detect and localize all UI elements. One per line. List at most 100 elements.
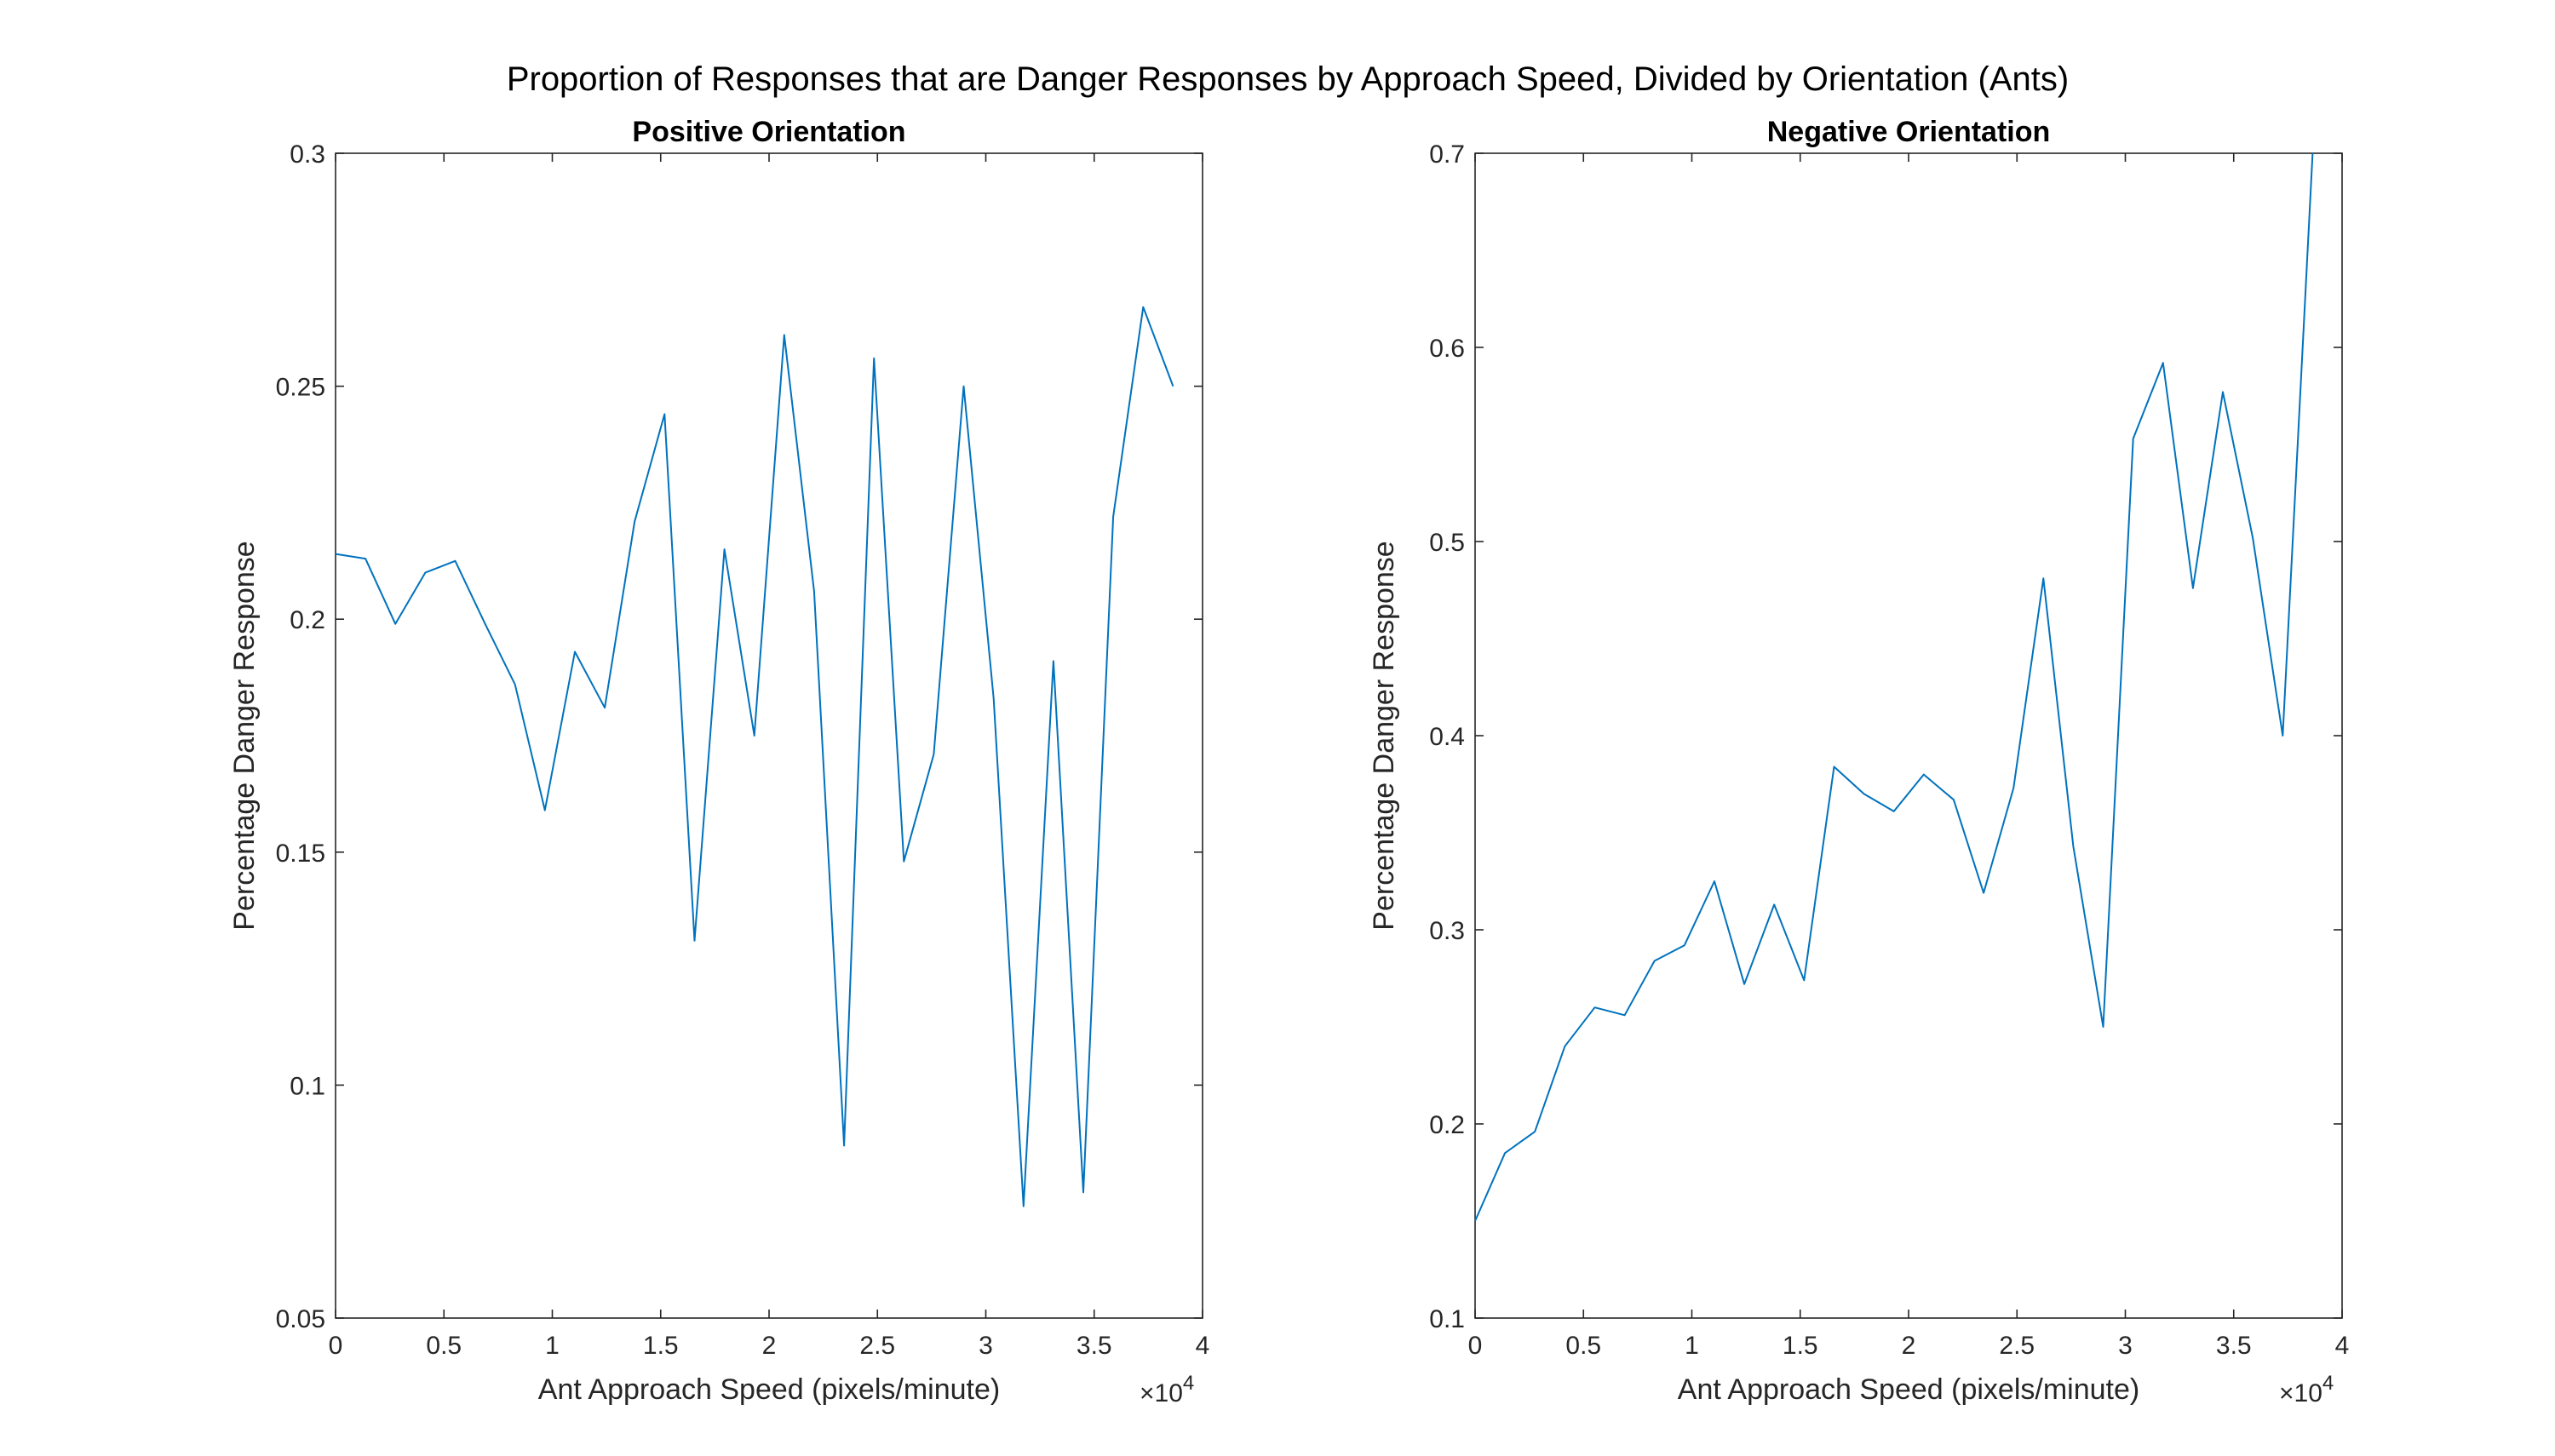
y-tick-label: 0.3 — [290, 140, 325, 169]
x-tick-label: 1.5 — [643, 1332, 679, 1360]
x-tick-label: 3 — [979, 1332, 993, 1360]
data-point — [2281, 734, 2284, 737]
data-point — [2071, 845, 2075, 848]
x-exponent-label: ×104 — [1140, 1372, 1194, 1407]
figure-suptitle: Proportion of Responses that are Danger … — [507, 60, 2069, 98]
x-exponent-power: 4 — [2322, 1372, 2334, 1395]
data-point — [543, 809, 547, 812]
axes-title: Positive Orientation — [632, 116, 905, 148]
x-tick-label: 1.5 — [1783, 1332, 1818, 1360]
left-axes-positive-orientation: 0 0.5 1 1.5 2 2.5 3 3.5 4 0.05 0.1 0.15 0.2 0.25 0.3 ×1… — [228, 116, 1209, 1407]
data-point — [992, 696, 996, 700]
y-tick-label: 0.3 — [1429, 917, 1465, 945]
data-point — [783, 333, 786, 336]
data-point — [1832, 765, 1835, 768]
data-point — [1593, 1006, 1596, 1009]
data-point — [1952, 798, 1955, 801]
x-exponent-base: ×10 — [2279, 1379, 2322, 1407]
x-tick-label: 3 — [2118, 1332, 2133, 1360]
y-tick-label: 0.6 — [1429, 335, 1465, 363]
data-point — [1892, 810, 1896, 813]
x-tick-label: 0 — [329, 1332, 343, 1360]
x-tick-label: 4 — [1196, 1332, 1210, 1360]
data-point — [1802, 978, 1806, 982]
y-tick-label: 0.2 — [1429, 1111, 1465, 1139]
y-tick-label: 0.5 — [1429, 529, 1465, 557]
data-point — [663, 412, 666, 416]
series-line — [335, 306, 1174, 1207]
data-point — [692, 939, 696, 943]
data-point — [723, 547, 726, 551]
axes-title: Negative Orientation — [1767, 116, 2051, 148]
y-tick-label: 0.1 — [1429, 1305, 1465, 1333]
data-point — [2191, 587, 2195, 590]
x-exponent-label: ×104 — [2279, 1372, 2334, 1407]
right-axes-negative-orientation: 0 0.5 1 1.5 2 2.5 3 3.5 4 0.1 0.2 0.3 0.4 0.5 0.6 0.7 ×1… — [1368, 116, 2349, 1407]
data-point — [812, 589, 816, 593]
y-tick-label: 0.05 — [276, 1305, 325, 1333]
x-axis-label: Ant Approach Speed (pixels/minute) — [538, 1373, 1000, 1406]
data-point — [902, 860, 905, 863]
data-point — [1982, 891, 1985, 895]
x-tick-label: 1 — [1685, 1332, 1699, 1360]
data-point — [1503, 1151, 1507, 1155]
data-point — [1082, 1190, 1085, 1194]
x-tick-label: 0 — [1468, 1332, 1483, 1360]
x-tick-label: 0.5 — [426, 1332, 462, 1360]
y-tick-label: 0.7 — [1429, 140, 1465, 169]
data-point — [573, 651, 577, 654]
plot-area-box — [335, 152, 1203, 1319]
data-point — [2251, 536, 2254, 539]
data-point — [1653, 959, 1656, 962]
data-point — [1022, 1205, 1025, 1208]
y-tick-label: 0.1 — [290, 1072, 325, 1100]
plot-area-box — [1474, 152, 2343, 1319]
y-axis-label: Percentage Danger Response — [228, 541, 261, 930]
x-exponent-power: 4 — [1183, 1372, 1194, 1395]
series-line — [1474, 152, 2314, 1222]
data-point — [2311, 152, 2314, 155]
data-point — [932, 753, 935, 756]
data-point — [1563, 1045, 1566, 1048]
data-point — [514, 683, 517, 686]
x-tick-label: 2 — [762, 1332, 777, 1360]
x-tick-label: 0.5 — [1565, 1332, 1601, 1360]
x-tick-label: 3.5 — [1077, 1332, 1112, 1360]
data-point — [1111, 515, 1115, 519]
y-tick-label: 0.4 — [1429, 723, 1465, 751]
data-point — [2012, 787, 2015, 790]
data-point — [1683, 943, 1686, 947]
x-exponent-base: ×10 — [1140, 1379, 1183, 1407]
data-point — [1623, 1013, 1627, 1017]
data-point — [393, 622, 397, 626]
data-point — [334, 553, 337, 556]
data-point — [1772, 903, 1776, 906]
x-tick-label: 1 — [545, 1332, 560, 1360]
data-point — [962, 385, 966, 388]
data-point — [1533, 1130, 1536, 1133]
y-axis-label: Percentage Danger Response — [1368, 541, 1400, 930]
data-point — [872, 357, 876, 360]
data-point — [364, 557, 367, 560]
y-tick-label: 0.25 — [276, 374, 325, 402]
data-point — [603, 706, 606, 709]
data-point — [1713, 880, 1716, 883]
x-tick-label: 2 — [1902, 1332, 1916, 1360]
data-point — [1863, 792, 1866, 795]
data-point — [842, 1144, 846, 1148]
data-point — [1141, 306, 1145, 309]
data-point — [1743, 983, 1746, 986]
data-point — [2162, 361, 2165, 364]
data-point — [1171, 385, 1174, 388]
data-point — [633, 519, 636, 523]
data-point — [1473, 1219, 1477, 1223]
data-point — [2221, 390, 2225, 393]
y-tick-label: 0.15 — [276, 840, 325, 868]
data-point — [2132, 437, 2135, 440]
x-tick-label: 4 — [2335, 1332, 2350, 1360]
data-point — [423, 570, 427, 574]
data-point — [1922, 773, 1926, 777]
data-point — [484, 622, 487, 626]
